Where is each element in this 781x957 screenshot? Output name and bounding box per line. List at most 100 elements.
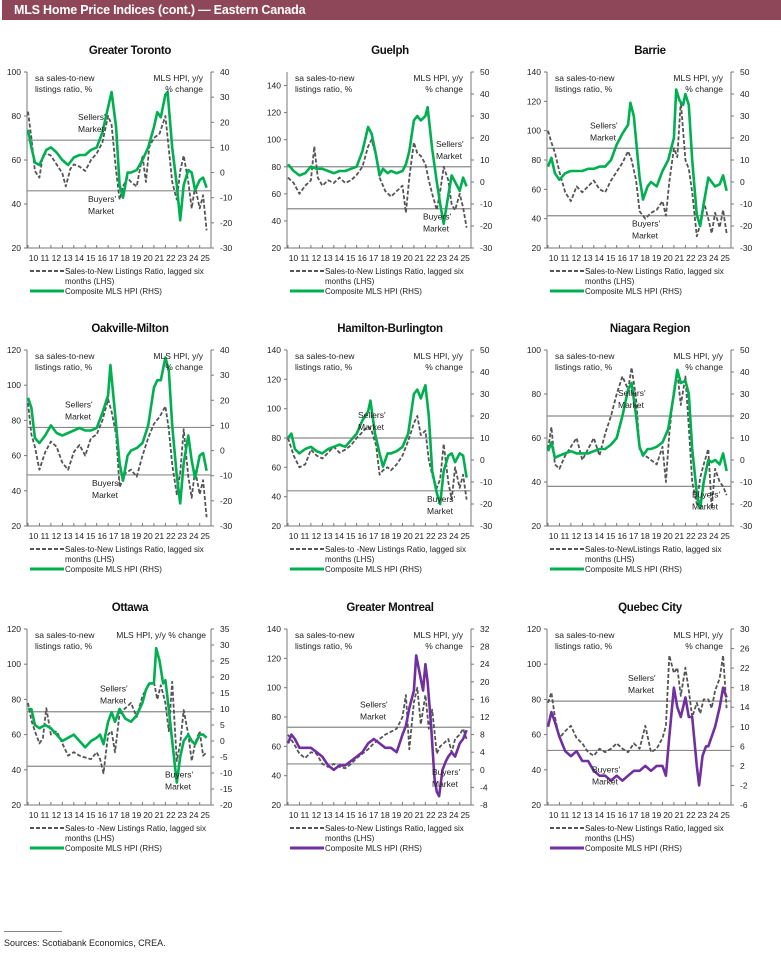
rhs-tick-label: -2	[740, 780, 748, 790]
x-tick-label: 11	[41, 253, 50, 263]
rhs-tick-label: -10	[480, 199, 493, 209]
rhs-tick-label: -10	[480, 477, 493, 487]
series-line-composite-hpi	[546, 88, 728, 228]
rhs-tick-label: 25	[220, 656, 230, 666]
sellers-market-label: Sellers'	[78, 112, 106, 122]
x-tick-label: 10	[29, 253, 39, 263]
x-tick-label: 10	[549, 531, 559, 541]
chart-panel-quebec-city: Quebec City 20 40 60 80 100 120 -6 -2 2 6 10 14 18 22 2…	[520, 597, 780, 862]
x-tick-label: 12	[312, 531, 322, 541]
lhs-tick-label: 20	[12, 800, 22, 810]
rhs-tick-label: 4	[480, 747, 485, 757]
lhs-tick-label: 140	[267, 81, 281, 91]
x-tick-label: 24	[449, 531, 459, 541]
buyers-market-label: Buyers'	[432, 767, 460, 777]
legend-label: Composite MLS HPI (RHS)	[585, 565, 682, 574]
x-tick-label: 17	[629, 253, 639, 263]
lhs-tick-label: 20	[532, 800, 542, 810]
lhs-axis-label: listings ratio, %	[295, 362, 353, 372]
buyers-market-label: Buyers'	[92, 478, 120, 488]
rhs-tick-label: 50	[480, 345, 490, 355]
x-tick-label: 16	[97, 531, 107, 541]
x-tick-label: 25	[720, 253, 730, 263]
rhs-tick-label: -30	[220, 521, 233, 531]
x-tick-label: 20	[663, 531, 673, 541]
rhs-tick-label: 12	[480, 712, 490, 722]
x-tick-label: 16	[97, 253, 107, 263]
x-tick-label: 16	[97, 810, 107, 820]
x-tick-label: 10	[289, 810, 299, 820]
x-tick-label: 22	[426, 253, 436, 263]
lhs-tick-label: 40	[12, 199, 22, 209]
rhs-tick-label: -4	[480, 782, 488, 792]
sellers-market-label: Market	[628, 685, 655, 695]
x-tick-label: 10	[289, 531, 299, 541]
x-tick-label: 14	[75, 531, 85, 541]
chart-svg: 20 40 60 80 100 120 -20 -15 -10 -5 0 5 10 15 20 25 30 35 1…	[7, 624, 233, 853]
rhs-tick-label: 20	[220, 672, 230, 682]
rhs-axis-label: MLS HPI, y/y	[413, 630, 463, 640]
lhs-tick-label: 20	[12, 521, 22, 531]
rhs-tick-label: 15	[220, 688, 230, 698]
rhs-tick-label: -10	[740, 199, 753, 209]
sources-note: Sources: Scotiabank Economics, CREA.	[4, 938, 166, 948]
x-tick-label: 16	[617, 531, 627, 541]
rhs-tick-label: 30	[740, 389, 750, 399]
x-tick-label: 10	[549, 253, 559, 263]
x-tick-label: 25	[200, 531, 210, 541]
rhs-tick-label: -20	[220, 800, 233, 810]
x-tick-label: 13	[323, 253, 333, 263]
buyers-market-label: Buyers'	[423, 212, 451, 222]
sellers-market-label: Sellers'	[590, 120, 618, 130]
x-tick-label: 12	[312, 253, 322, 263]
rhs-tick-label: 30	[480, 111, 490, 121]
series-line-composite-hpi	[286, 654, 468, 798]
rhs-tick-label: -20	[220, 218, 233, 228]
rhs-tick-label: -10	[740, 477, 753, 487]
x-tick-label: 15	[346, 531, 356, 541]
rhs-tick-label: 24	[480, 659, 490, 669]
x-tick-label: 18	[640, 810, 650, 820]
x-tick-label: 19	[132, 253, 142, 263]
rhs-tick-label: -10	[220, 768, 233, 778]
rhs-tick-label: -20	[480, 221, 493, 231]
rhs-tick-label: 40	[220, 67, 230, 77]
x-tick-label: 25	[460, 810, 470, 820]
chart-title: Ottawa	[111, 602, 149, 614]
chart-panel-guelph: Guelph 20 40 60 80 100 120 140 -30 -20 -10 0 10 20 30 4…	[260, 40, 520, 305]
x-tick-label: 13	[323, 531, 333, 541]
x-tick-label: 13	[323, 810, 333, 820]
x-tick-label: 24	[449, 253, 459, 263]
x-tick-label: 21	[415, 531, 425, 541]
x-tick-label: 18	[120, 810, 130, 820]
x-tick-label: 20	[403, 810, 413, 820]
rhs-tick-label: 30	[740, 111, 750, 121]
rhs-tick-label: -30	[480, 521, 493, 531]
x-tick-label: 11	[561, 531, 570, 541]
x-tick-label: 23	[438, 253, 448, 263]
x-tick-label: 24	[189, 253, 199, 263]
rhs-tick-label: -20	[480, 499, 493, 509]
chart-panel-niagara-region: Niagara Region 20 40 60 80 100 -30 -20 -10 0 10 20 3…	[520, 318, 780, 583]
lhs-tick-label: 20	[272, 243, 282, 253]
lhs-tick-label: 20	[272, 521, 282, 531]
lhs-tick-label: 100	[267, 135, 281, 145]
sellers-market-label: Sellers'	[65, 399, 93, 409]
series-line-sales-to-new-listings	[547, 366, 728, 510]
rhs-tick-label: -30	[480, 243, 493, 253]
rhs-tick-label: 20	[220, 117, 230, 127]
page-title: MLS Home Price Indices (cont.) — Eastern…	[14, 3, 306, 17]
buyers-market-label: Market	[592, 776, 619, 786]
series-line-sales-to-new-listings	[287, 686, 468, 770]
x-tick-label: 15	[606, 810, 616, 820]
rhs-tick-label: 26	[740, 644, 750, 654]
sellers-market-label: Market	[590, 132, 617, 142]
x-tick-label: 24	[189, 810, 199, 820]
chart-panel-greater-montreal: Greater Montreal 20 40 60 80 100 120 140 -8 -4 0 4 8…	[260, 597, 520, 862]
legend-label: Composite MLS HPI (RHS)	[325, 844, 422, 853]
x-tick-label: 14	[335, 810, 345, 820]
series-line-composite-hpi	[287, 105, 468, 226]
legend-label: Sales-to-New Listings Ratio, lagged six	[325, 824, 464, 833]
